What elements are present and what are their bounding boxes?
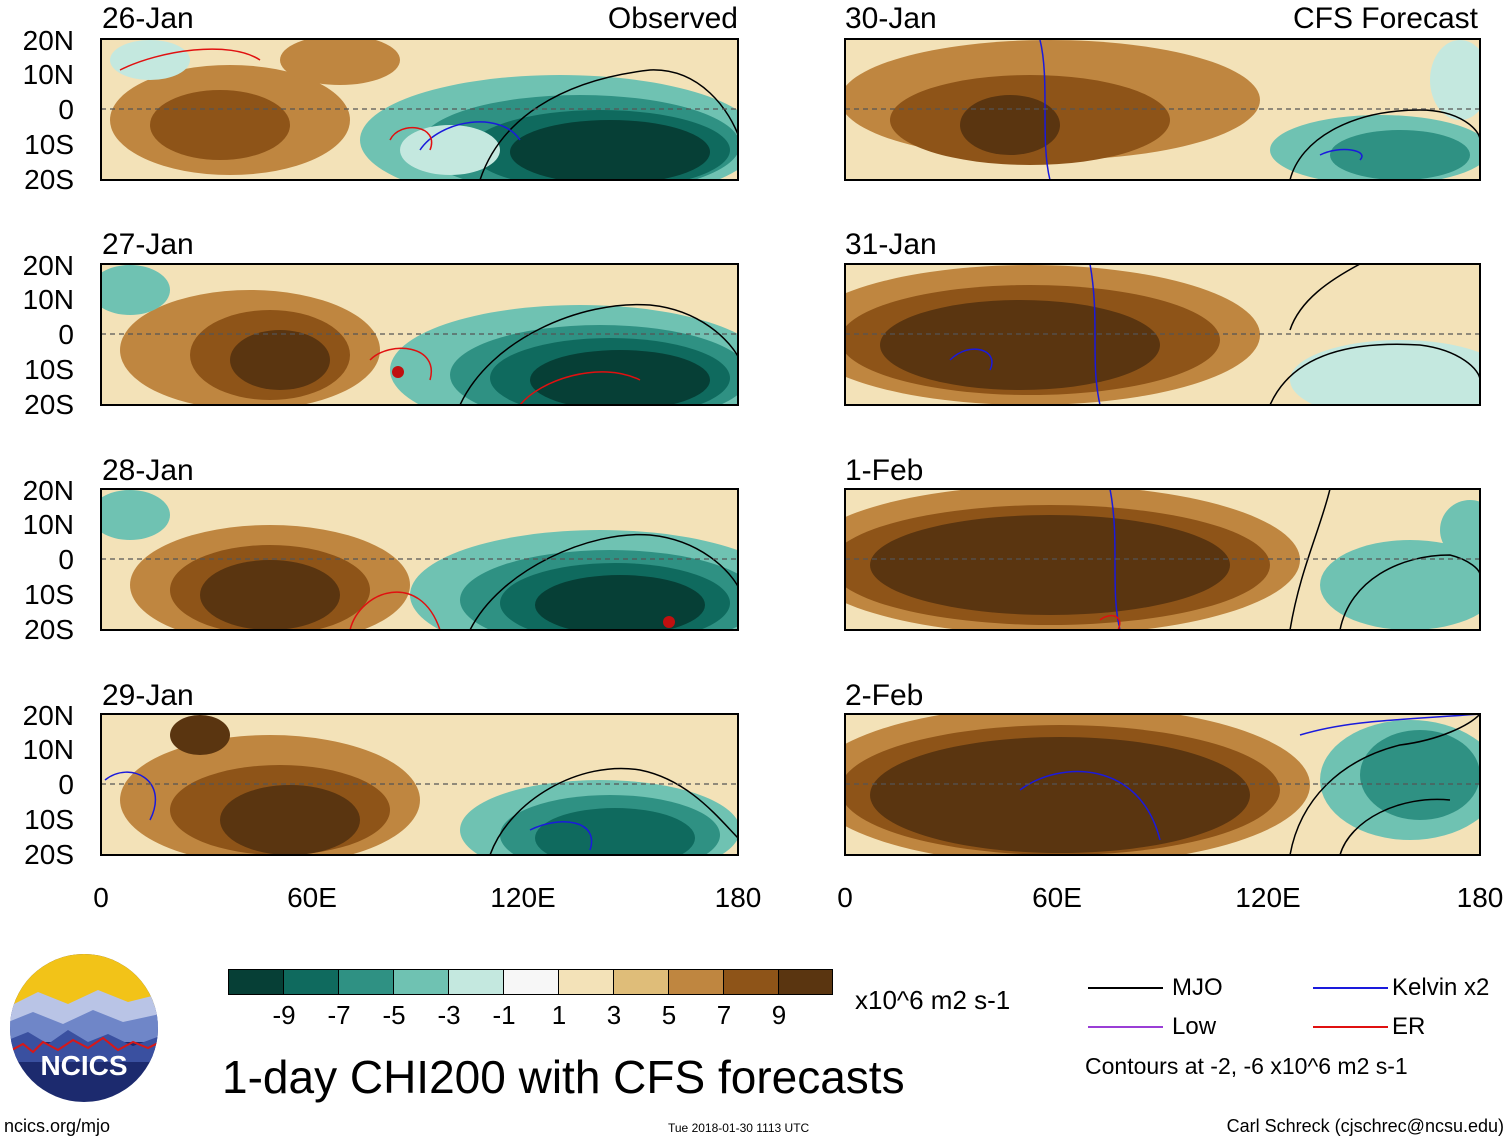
legend-label-mjo: MJO (1172, 974, 1223, 1001)
y-tick: 20N (22, 250, 74, 281)
legend-swatch-kelvin (1313, 987, 1388, 989)
colorbar-swatch (449, 970, 504, 994)
legend-swatch-mjo (1088, 987, 1163, 989)
legend-swatch-low (1088, 1026, 1163, 1028)
y-tick: 20S (24, 389, 74, 420)
panel-date: 30-Jan (845, 2, 937, 35)
colorbar-swatch (284, 970, 339, 994)
colorbar-tick: 3 (606, 1000, 622, 1030)
legend-label-kelvin: Kelvin x2 (1392, 974, 1490, 1001)
panel-right-2-field (845, 264, 1480, 405)
colorbar-tick: 7 (716, 1000, 732, 1030)
panel-date: 26-Jan (102, 2, 194, 35)
contours-note: Contours at -2, -6 x10^6 m2 s-1 (1085, 1053, 1408, 1079)
colorbar-swatch (394, 970, 449, 994)
y-tick: 20N (22, 700, 74, 731)
y-tick: 0 (58, 769, 74, 800)
colorbar-tick: -5 (382, 1000, 406, 1030)
x-tick: 180 (1456, 882, 1504, 913)
footer-right: Carl Schreck (cjschrec@ncsu.edu) (1226, 1116, 1504, 1136)
y-tick: 10S (24, 354, 74, 385)
colorbar-swatch (229, 970, 284, 994)
colorbar-tick: -3 (437, 1000, 461, 1030)
colorbar-swatch (724, 970, 779, 994)
map-panels-graphic (100, 38, 1481, 856)
panel-left-3-field (101, 489, 738, 630)
cfs-forecast-header: CFS Forecast (1292, 2, 1478, 35)
y-tick: 10N (22, 734, 74, 765)
figure-title: 1-day CHI200 with CFS forecasts (222, 1051, 905, 1103)
legend-label-er: ER (1392, 1013, 1426, 1040)
panel-left-2-field (101, 264, 738, 405)
x-tick: 0 (837, 882, 853, 913)
panel-left-1-field (101, 39, 738, 180)
colorbar-swatch (504, 970, 559, 994)
logo-text: NCICS (40, 1050, 128, 1081)
x-tick: 120E (1235, 882, 1301, 913)
colorbar-tick: -7 (327, 1000, 351, 1030)
y-tick: 10S (24, 804, 74, 835)
colorbar-swatch (614, 970, 669, 994)
colorbar-swatch (669, 970, 724, 994)
panel-date: 28-Jan (102, 454, 194, 487)
colorbar-swatch (779, 970, 832, 994)
y-tick: 10S (24, 129, 74, 160)
colorbar-units: x10^6 m2 s-1 (855, 985, 1011, 1015)
legend-swatch-er (1313, 1026, 1388, 1028)
colorbar-tick: 1 (551, 1000, 567, 1030)
y-tick: 20N (22, 25, 74, 56)
y-tick: 10N (22, 509, 74, 540)
y-tick: 0 (58, 544, 74, 575)
panel-right-3-field (845, 489, 1480, 630)
x-tick: 60E (287, 882, 337, 913)
y-tick: 20S (24, 164, 74, 195)
y-tick: 10S (24, 579, 74, 610)
panel-date: 2-Feb (845, 679, 924, 712)
y-tick: 0 (58, 94, 74, 125)
colorbar-swatch (339, 970, 394, 994)
y-tick: 10N (22, 59, 74, 90)
y-tick: 20S (24, 839, 74, 870)
y-tick: 20S (24, 614, 74, 645)
y-tick: 10N (22, 284, 74, 315)
panel-right-1-field (845, 39, 1480, 180)
x-tick: 60E (1032, 882, 1082, 913)
colorbar-tick: -1 (492, 1000, 516, 1030)
y-tick: 0 (58, 319, 74, 350)
panel-right-4-field (845, 714, 1480, 855)
panel-date: 29-Jan (102, 679, 194, 712)
footer-center: Tue 2018-01-30 1113 UTC (668, 1121, 810, 1135)
colorbar-tick: 9 (771, 1000, 787, 1030)
colorbar-swatch (559, 970, 614, 994)
footer-left: ncics.org/mjo (4, 1116, 111, 1136)
panel-date: 1-Feb (845, 454, 924, 487)
colorbar-tick: 5 (661, 1000, 677, 1030)
panel-date: 31-Jan (845, 228, 937, 261)
x-tick: 180 (714, 882, 762, 913)
x-tick: 120E (490, 882, 556, 913)
colorbar-tick: -9 (272, 1000, 296, 1030)
observed-header: Observed (607, 2, 738, 35)
legend-label-low: Low (1172, 1013, 1217, 1040)
colorbar-frame (228, 969, 833, 995)
panel-date: 27-Jan (102, 228, 194, 261)
y-tick: 20N (22, 475, 74, 506)
x-tick: 0 (93, 882, 109, 913)
